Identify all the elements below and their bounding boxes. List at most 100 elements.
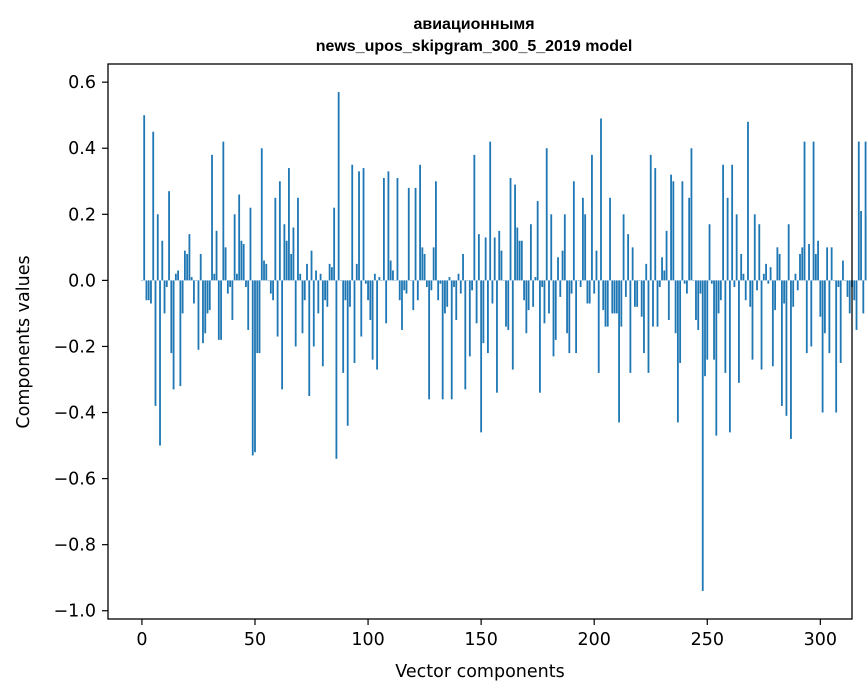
bar-246: [697, 280, 700, 330]
bar-199: [591, 154, 593, 281]
bar-37: [224, 247, 227, 281]
bar-7: [156, 214, 159, 281]
bar-280: [774, 280, 777, 311]
bar-45: [242, 244, 245, 281]
bar-298: [814, 253, 817, 281]
bar-21: [188, 234, 191, 281]
x-tick-label: 0: [136, 630, 147, 650]
bar-207: [609, 197, 611, 281]
bar-218: [634, 280, 636, 307]
bar-54: [263, 260, 265, 281]
bar-108: [385, 280, 388, 324]
bar-210: [615, 280, 618, 314]
bar-227: [654, 168, 657, 281]
bar-214: [624, 280, 627, 297]
bar-251: [708, 224, 711, 281]
bar-27: [202, 280, 204, 344]
bar-101: [369, 280, 372, 321]
bar-66: [290, 253, 293, 281]
bar-80: [321, 280, 324, 367]
bar-250: [706, 280, 709, 360]
bar-70: [299, 273, 302, 281]
bar-43: [238, 194, 241, 281]
bar-150: [480, 280, 483, 433]
bar-204: [602, 280, 605, 311]
bar-12: [168, 191, 170, 281]
bar-110: [389, 260, 392, 281]
y-tick-label: 0.6: [68, 73, 96, 93]
bar-303: [826, 247, 829, 281]
bar-40: [231, 280, 234, 321]
bar-265: [740, 253, 743, 281]
bar-307: [835, 280, 838, 413]
x-axis-label: Vector components: [395, 662, 564, 682]
bar-268: [747, 121, 749, 281]
bar-113: [396, 177, 399, 281]
bar-109: [387, 171, 390, 281]
bar-315: [853, 280, 856, 301]
bar-32: [213, 273, 216, 281]
bar-249: [704, 280, 706, 377]
bar-122: [416, 280, 419, 301]
bar-79: [319, 273, 322, 281]
bar-186: [561, 250, 564, 281]
bar-221: [640, 280, 643, 317]
y-tick-label: −1.0: [54, 602, 97, 622]
y-tick-label: −0.4: [54, 404, 97, 424]
bar-132: [439, 280, 442, 284]
bar-129: [432, 247, 435, 281]
bar-151: [482, 280, 485, 344]
bar-243: [690, 148, 693, 281]
bar-258: [724, 280, 727, 373]
bar-19: [183, 250, 186, 281]
bar-257: [722, 164, 725, 281]
bar-241: [686, 280, 688, 294]
bar-153: [487, 280, 489, 354]
bar-165: [514, 184, 516, 281]
bar-270: [751, 280, 754, 360]
bar-208: [611, 280, 614, 314]
bar-228: [656, 280, 659, 327]
bar-131: [437, 280, 440, 301]
y-tick-label: 0.4: [68, 139, 96, 159]
bar-61: [278, 181, 281, 281]
bar-136: [448, 277, 451, 281]
bar-189: [568, 280, 571, 354]
bar-72: [303, 280, 306, 301]
bar-64: [285, 240, 288, 281]
bar-96: [358, 171, 360, 281]
bar-319: [862, 280, 865, 314]
bar-157: [496, 280, 498, 393]
bar-57: [269, 280, 272, 294]
bar-201: [595, 250, 598, 281]
bar-248: [701, 280, 704, 591]
bar-230: [661, 257, 663, 281]
bar-267: [744, 280, 747, 301]
bar-115: [401, 280, 403, 330]
bar-75: [310, 250, 313, 281]
bar-65: [288, 168, 290, 281]
bar-3: [147, 280, 150, 301]
bar-146: [471, 280, 473, 291]
bar-138: [453, 280, 455, 287]
bar-111: [392, 270, 394, 281]
bar-240: [683, 280, 686, 284]
bar-81: [324, 280, 326, 301]
bar-93: [351, 164, 354, 281]
bar-62: [281, 280, 284, 390]
bar-31: [211, 154, 213, 281]
bar-116: [403, 280, 406, 291]
bar-14: [172, 280, 175, 390]
bar-117: [405, 280, 408, 294]
bar-162: [507, 280, 510, 330]
bar-237: [676, 280, 679, 423]
bar-288: [792, 280, 795, 307]
bar-238: [679, 280, 682, 363]
bar-235: [672, 181, 675, 281]
bar-123: [419, 164, 421, 281]
bar-191: [572, 181, 575, 281]
bar-78: [317, 280, 320, 314]
bar-1: [143, 115, 146, 281]
bar-130: [435, 181, 437, 281]
bar-53: [260, 148, 263, 281]
